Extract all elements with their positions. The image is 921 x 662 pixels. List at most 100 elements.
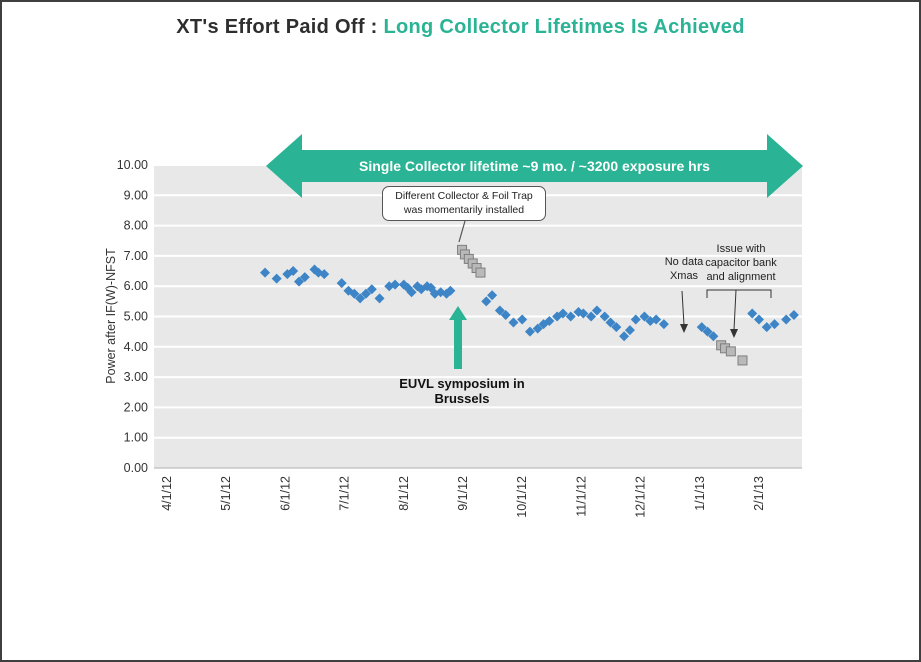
annotation-no-data: No data Xmas <box>654 256 714 284</box>
data-points <box>260 244 799 366</box>
data-point-power <box>611 322 622 333</box>
x-tick-label: 6/1/12 <box>278 476 292 511</box>
issue-bracket <box>706 289 772 298</box>
gridlines <box>154 164 802 469</box>
annotation-issue: Issue with capacitor bank and alignment <box>698 243 784 284</box>
data-point-power <box>524 326 535 337</box>
data-point-different-collector <box>725 346 736 357</box>
data-point-power <box>508 317 519 328</box>
data-point-power <box>578 308 589 319</box>
data-point-power <box>500 309 511 320</box>
data-point-power <box>532 323 543 334</box>
data-point-power <box>619 331 630 342</box>
y-axis-title: Power after IF(W)-NFST <box>104 248 118 384</box>
y-tick-label: 2.00 <box>124 400 148 414</box>
x-tick-label: 12/1/12 <box>634 476 648 518</box>
no-data-arrowhead-icon <box>680 324 688 333</box>
lifetime-banner-arrow <box>266 134 803 198</box>
issue-line-3: and alignment <box>706 270 776 283</box>
data-point-power <box>494 305 505 316</box>
data-point-power <box>761 322 772 333</box>
data-point-power <box>445 285 456 296</box>
data-point-power <box>702 326 713 337</box>
y-tick-label: 3.00 <box>124 370 148 384</box>
y-tick-label: 0.00 <box>124 461 148 475</box>
data-point-power <box>366 284 377 295</box>
y-tick-label: 1.00 <box>124 431 148 445</box>
data-point-power <box>586 311 597 322</box>
data-point-power <box>481 296 492 307</box>
data-point-power <box>747 308 758 319</box>
no-data-arrow-line <box>681 290 685 326</box>
callout-pointer-line <box>458 220 466 243</box>
data-point-power <box>544 316 555 327</box>
data-point-power <box>260 267 271 278</box>
data-point-power <box>336 278 347 289</box>
data-point-power <box>390 279 401 290</box>
title-prefix: XT's Effort Paid Off : <box>176 16 384 38</box>
data-point-different-collector <box>737 355 748 366</box>
data-point-power <box>487 290 498 301</box>
issue-arrowhead-icon <box>730 329 738 338</box>
issue-line-2: capacitor bank <box>705 256 777 269</box>
x-tick-label: 11/1/12 <box>574 476 588 517</box>
data-point-power <box>360 288 371 299</box>
no-data-line-2: Xmas <box>669 269 699 282</box>
data-point-power <box>696 322 707 333</box>
data-point-power <box>319 269 330 280</box>
data-point-power <box>374 293 385 304</box>
y-tick-label: 7.00 <box>124 249 148 263</box>
issue-arrow-line <box>733 289 737 331</box>
euvl-up-arrow-icon <box>449 306 467 369</box>
x-tick-label: 7/1/12 <box>338 476 352 511</box>
data-point-power <box>288 266 299 277</box>
data-point-power <box>517 314 528 325</box>
issue-line-1: Issue with <box>716 243 766 255</box>
data-point-power <box>605 317 616 328</box>
callout-line-1: Different Collector & Foil Trap <box>395 190 533 202</box>
x-tick-label: 9/1/12 <box>456 476 470 511</box>
x-tick-label: 10/1/12 <box>515 476 529 518</box>
x-tick-label: 2/1/13 <box>752 476 766 511</box>
data-point-power <box>630 314 641 325</box>
y-tick-label: 10.00 <box>117 158 148 172</box>
y-tick-label: 4.00 <box>124 340 148 354</box>
x-tick-label: 1/1/13 <box>693 476 707 511</box>
y-tick-label: 8.00 <box>124 219 148 233</box>
banner-label: Single Collector lifetime ~9 mo. / ~3200… <box>359 158 710 174</box>
data-point-power <box>769 319 780 330</box>
data-point-power <box>406 287 417 298</box>
axis-tick-labels: 0.00 1.00 2.00 3.00 4.00 5.00 6.00 7.00 8.00 9.00… <box>117 158 766 518</box>
data-point-power <box>599 311 610 322</box>
title-highlight: Long Collector Lifetimes Is Achieved <box>383 16 745 38</box>
y-tick-label: 5.00 <box>124 310 148 324</box>
data-point-power <box>557 308 568 319</box>
x-tick-label: 8/1/12 <box>397 476 411 511</box>
data-point-power <box>293 276 304 287</box>
data-point-power <box>781 314 792 325</box>
x-tick-label: 4/1/12 <box>160 476 174 511</box>
x-tick-label: 5/1/12 <box>219 476 233 511</box>
data-point-power <box>651 314 662 325</box>
data-point-power <box>708 331 719 342</box>
data-point-power <box>591 305 602 316</box>
data-point-power <box>271 273 282 284</box>
data-point-power <box>658 319 669 330</box>
y-tick-label: 9.00 <box>124 188 148 202</box>
y-tick-label: 6.00 <box>124 279 148 293</box>
data-point-power <box>565 311 576 322</box>
data-point-power <box>639 311 650 322</box>
callout-line-2: was momentarily installed <box>403 203 525 216</box>
data-point-power <box>299 272 310 283</box>
data-point-power <box>788 309 799 320</box>
data-point-power <box>754 314 764 325</box>
page-title: XT's Effort Paid Off : Long Collector Li… <box>2 16 919 39</box>
no-data-line-1: No data <box>664 256 704 268</box>
data-point-different-collector <box>475 267 486 278</box>
data-point-power <box>355 293 366 304</box>
data-point-power <box>624 325 635 336</box>
callout-different-collector: Different Collector & Foil Trap was mome… <box>382 186 546 222</box>
data-point-power <box>349 288 360 299</box>
